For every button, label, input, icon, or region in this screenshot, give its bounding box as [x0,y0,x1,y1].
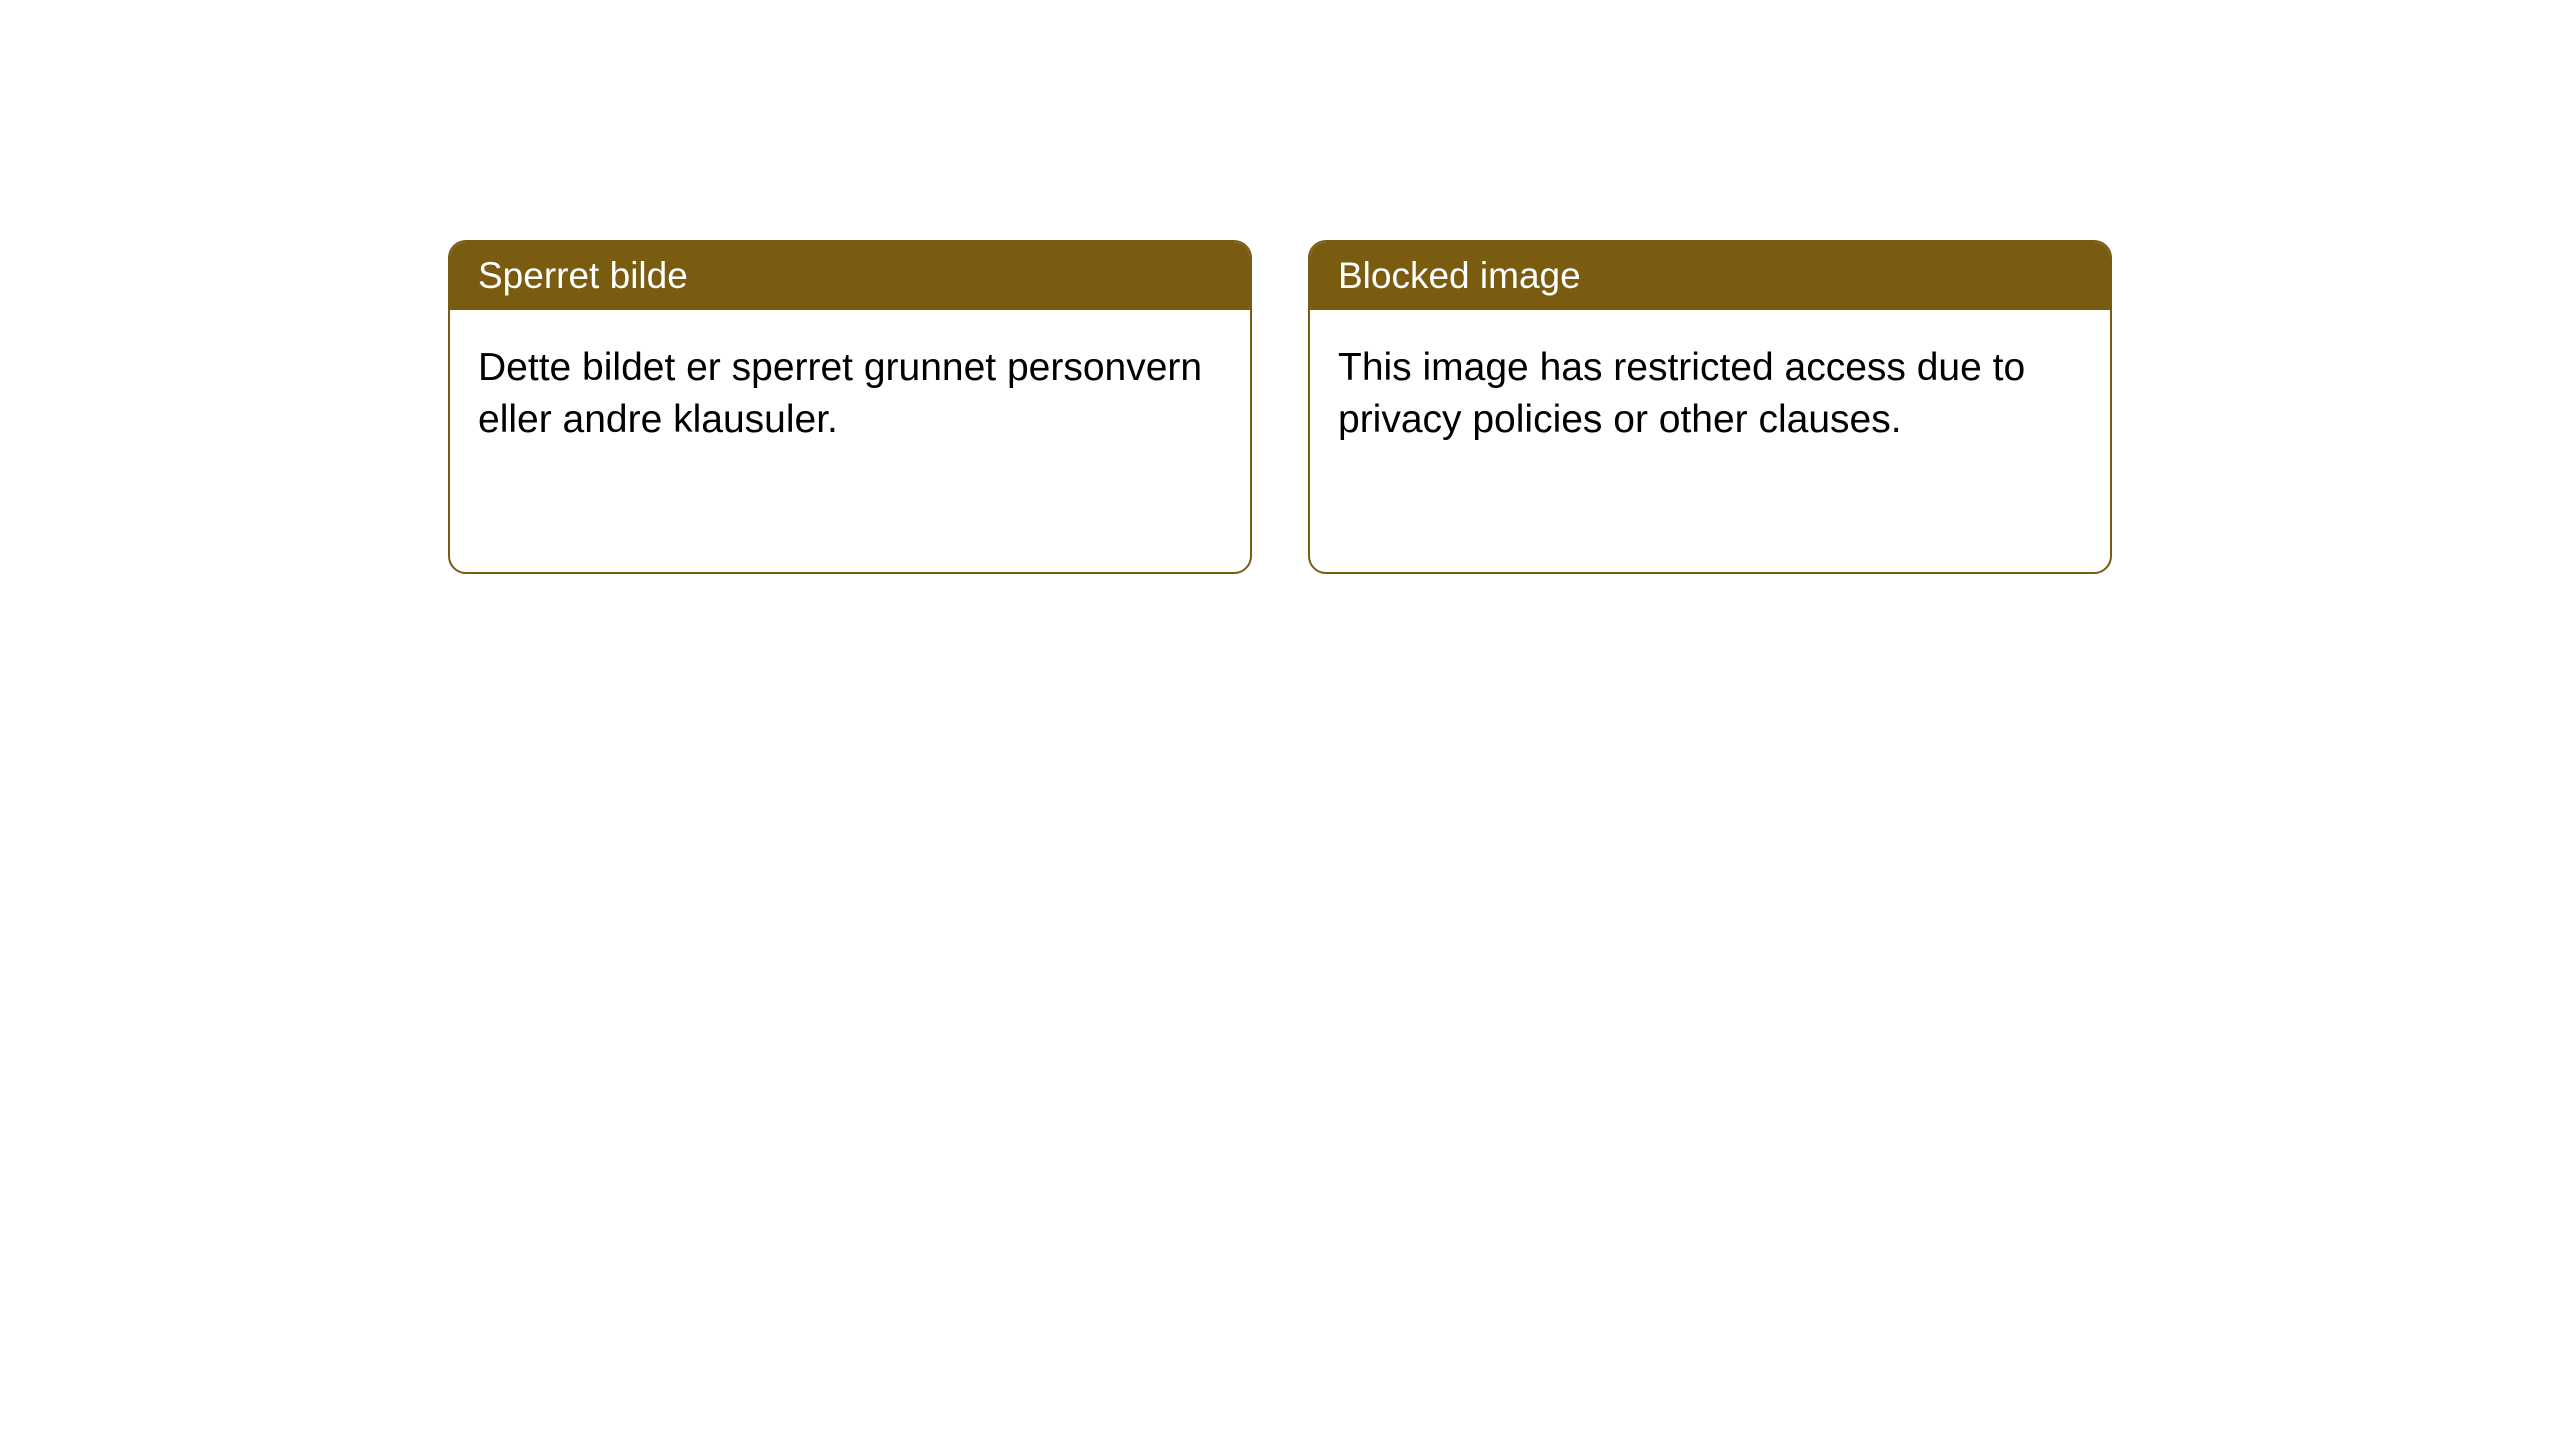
card-header-no: Sperret bilde [450,242,1250,310]
notice-cards-container: Sperret bilde Dette bildet er sperret gr… [0,0,2560,574]
card-body-en: This image has restricted access due to … [1310,310,2110,479]
card-title-no: Sperret bilde [478,255,688,296]
card-title-en: Blocked image [1338,255,1581,296]
card-body-text-en: This image has restricted access due to … [1338,346,2025,441]
card-body-text-no: Dette bildet er sperret grunnet personve… [478,346,1202,441]
blocked-image-card-en: Blocked image This image has restricted … [1308,240,2112,574]
card-header-en: Blocked image [1310,242,2110,310]
card-body-no: Dette bildet er sperret grunnet personve… [450,310,1250,479]
blocked-image-card-no: Sperret bilde Dette bildet er sperret gr… [448,240,1252,574]
